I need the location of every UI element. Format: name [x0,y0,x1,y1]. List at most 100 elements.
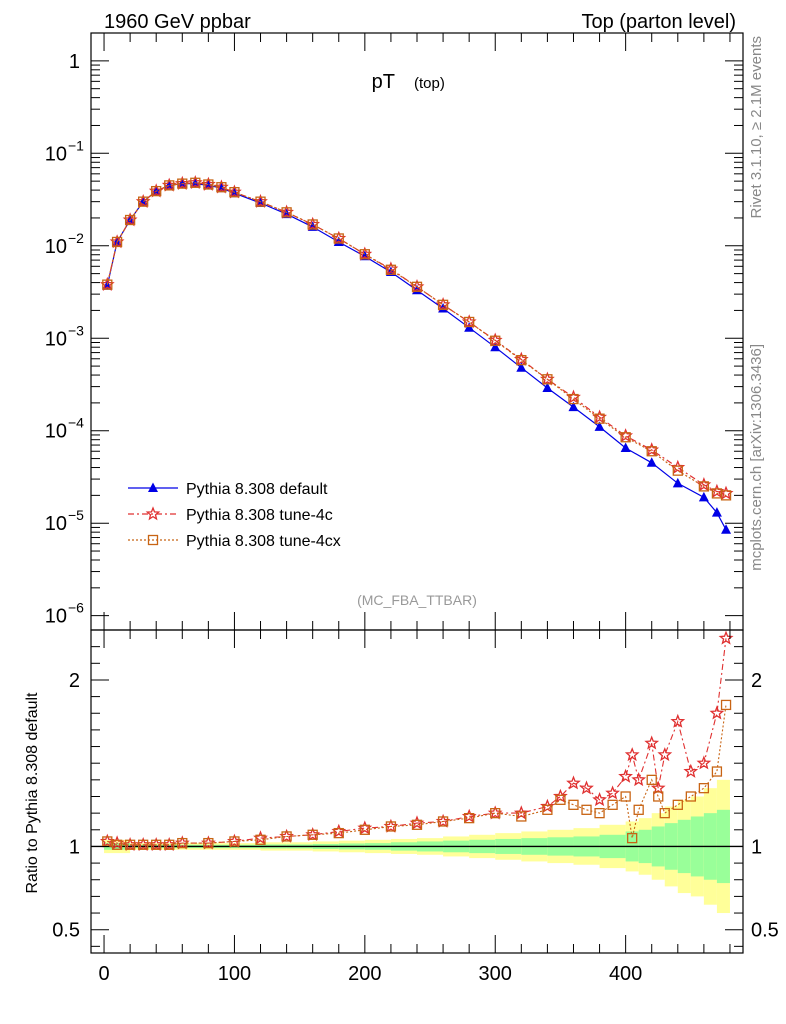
data-point [255,196,266,207]
ratio-point [709,705,725,720]
y-tick-label: 10 [45,143,67,165]
header-left: 1960 GeV ppbar [104,11,251,33]
data-point [203,179,214,190]
data-point [672,477,683,488]
ratio-point [203,837,214,849]
data-point [568,393,579,405]
ratio-point [138,839,149,850]
ratio-frame [90,629,744,954]
main-panel: 110−110−210−310−410−510−6 pT (top) (MC_F… [45,32,744,631]
data-point [437,299,449,310]
ratio-point [683,763,699,778]
data-point [620,442,631,453]
legend-marker [147,534,159,546]
main-title-subscript: (top) [414,75,445,92]
x-tick-label: 0 [98,963,109,985]
ratio-point [605,785,620,800]
data-point [698,491,709,502]
ratio-point [672,799,683,810]
y-tick-label-exponent: −2 [68,230,84,246]
data-point [490,341,501,352]
data-point [594,421,605,431]
ratio-point [568,799,579,810]
ratio-point [657,747,673,762]
ratio-point [124,839,136,850]
ratio-point [281,831,292,842]
ratio-panel: 0.5 0.5 1 1 2 2 0 100 200 300 400 Ratio to Pythia … [24,629,779,985]
y-tick-label-exponent: −4 [68,415,84,431]
main-title: pT [372,71,395,93]
ratio-point [653,791,664,802]
ratio-point [670,713,686,728]
y-tick-label: 10 [45,236,67,258]
data-point [359,249,370,260]
ratio-point [646,774,657,785]
ratio-point [650,780,666,795]
legend-marker [148,482,158,492]
data-point [151,185,162,197]
ratio-point [644,735,660,750]
data-point [281,207,292,218]
x-tick-label: 100 [218,963,251,985]
ratio-point [177,837,188,849]
ratio-point [307,829,318,840]
ratio-point [607,799,618,810]
series-line-2 [106,182,727,496]
ratio-point [540,798,555,813]
ratio-point [720,699,732,711]
y-tick-label: 10 [45,421,67,443]
data-point [411,281,423,292]
ratio-point [627,832,638,844]
ratio-point [490,807,501,819]
ratio-point [359,824,370,835]
ratio-bands-group [91,779,743,914]
data-point [111,236,123,248]
ratio-y-tick-label: 0.5 [52,920,80,942]
ratio-point [579,780,594,795]
data-point [307,219,318,230]
ratio-y-tick-label: 2 [69,670,80,692]
ratio-ylabel: Ratio to Pythia 8.308 default [24,692,41,894]
y-tick-label-exponent: −5 [68,507,84,523]
data-point [646,446,657,457]
ratio-y-tick-label: 1 [69,836,80,858]
data-point [138,196,149,207]
ratio-point [255,834,266,845]
data-point [490,335,501,346]
data-point [620,432,631,443]
data-point [711,507,722,517]
legend-entry: Pythia 8.308 tune-4cx [186,533,341,550]
x-tick-label: 200 [348,963,381,985]
ratio-point [631,771,647,787]
ratio-series-group [99,630,734,852]
data-point [333,233,344,244]
data-point [177,178,188,189]
data-point [542,374,553,385]
ratio-point [333,827,344,839]
data-point [568,401,579,412]
data-point [102,279,113,290]
ratio-point [633,804,644,815]
rivet-version-text: Rivet 3.1.10, ≥ 2.1M events [748,36,765,219]
ratio-point [229,836,240,847]
ratio-point [111,839,123,850]
ratio-point [685,791,696,802]
main-axes-group: 110−110−210−310−410−510−6 [45,32,743,630]
data-point [516,362,527,372]
ratio-point [624,747,640,762]
ratio-point [437,816,449,827]
data-point [464,316,475,328]
ratio-point [542,804,553,815]
data-point [646,457,657,467]
data-point [594,413,605,424]
data-point [672,465,683,476]
legend: Pythia 8.308 default Pythia 8.308 tune-4c… [128,481,341,550]
legend-entry: Pythia 8.308 tune-4c [186,507,333,524]
ratio-point [659,807,670,819]
y-tick-label-exponent: −6 [68,600,84,616]
ratio-point [385,821,397,832]
ratio-point [696,755,712,770]
y-tick-label: 10 [45,513,67,535]
ratio-point [552,788,568,803]
